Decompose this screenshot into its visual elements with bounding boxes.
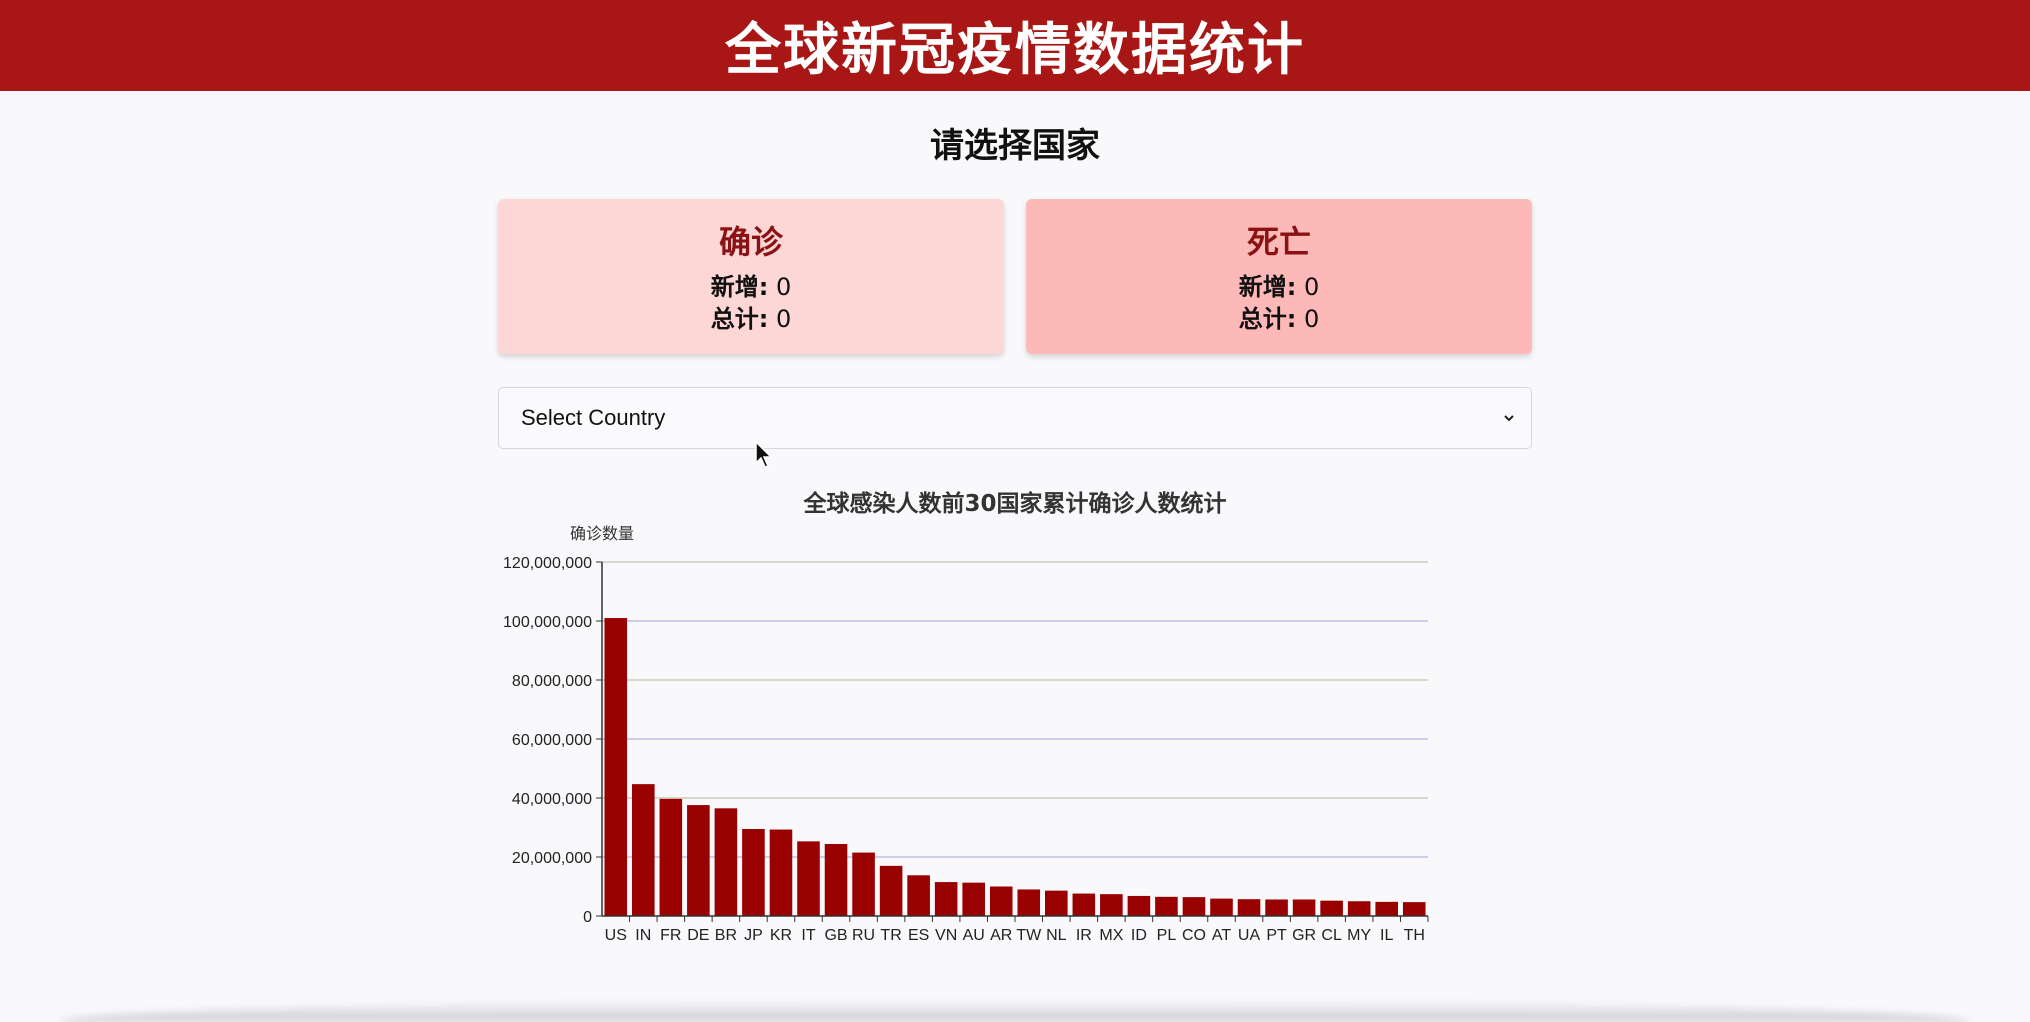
bar-in[interactable]	[632, 784, 655, 916]
confirmed-total-value: 0	[775, 305, 792, 333]
bar-gr[interactable]	[1292, 899, 1316, 916]
mouse-cursor-icon	[755, 441, 773, 468]
x-tick-label: FR	[660, 927, 681, 944]
select-country-heading: 请选择国家	[930, 126, 1100, 166]
bar-pl[interactable]	[1155, 896, 1178, 916]
deaths-new-label: 新增:	[1238, 273, 1297, 301]
page-header: 全球新冠疫情数据统计	[0, 0, 2030, 91]
deaths-card: 死亡 新增: 0 总计: 0	[1026, 199, 1532, 354]
bar-es[interactable]	[907, 875, 930, 916]
x-tick-label: CL	[1321, 927, 1342, 944]
x-tick-label: IT	[801, 927, 815, 944]
bar-nl[interactable]	[1045, 890, 1068, 916]
bar-th[interactable]	[1402, 902, 1426, 916]
deaths-card-title: 死亡	[1246, 223, 1311, 261]
bar-jp[interactable]	[742, 828, 765, 916]
bar-id[interactable]	[1127, 895, 1151, 916]
country-select-value: Select Country	[521, 405, 666, 430]
bar-tw[interactable]	[1017, 889, 1041, 916]
x-tick-label: PL	[1157, 927, 1177, 944]
bar-vn[interactable]	[934, 882, 958, 916]
y-tick-label: 120,000,000	[503, 555, 592, 572]
bar-co[interactable]	[1182, 897, 1206, 916]
bar-ar[interactable]	[989, 886, 1013, 917]
x-tick-label: GB	[824, 927, 847, 944]
page-title: 全球新冠疫情数据统计	[725, 18, 1305, 83]
confirmed-new-label: 新增:	[710, 273, 769, 301]
country-select[interactable]: Select Country	[498, 387, 1532, 449]
x-tick-label: GR	[1292, 927, 1316, 944]
bar-il[interactable]	[1375, 901, 1398, 916]
bar-pt[interactable]	[1265, 899, 1288, 916]
chart-title: 全球感染人数前30国家累计确诊人数统计	[803, 491, 1227, 517]
bar-ru[interactable]	[852, 852, 875, 916]
x-tick-label: UA	[1238, 927, 1261, 944]
x-tick-label: AR	[990, 927, 1012, 944]
bar-at[interactable]	[1210, 898, 1233, 916]
x-tick-label: IN	[635, 927, 651, 944]
x-tick-label: PT	[1266, 927, 1287, 944]
x-tick-label: ES	[908, 927, 929, 944]
x-tick-label: CO	[1182, 927, 1206, 944]
bar-fr[interactable]	[659, 798, 683, 916]
bar-my[interactable]	[1347, 901, 1371, 916]
y-tick-label: 40,000,000	[512, 791, 592, 808]
x-tick-label: DE	[687, 927, 709, 944]
deaths-new-value: 0	[1303, 273, 1320, 301]
bar-gb[interactable]	[824, 844, 848, 916]
confirmed-new-row: 新增: 0	[498, 271, 1004, 303]
y-axis-label: 确诊数量	[570, 524, 634, 543]
deaths-total-row: 总计: 0	[1026, 303, 1532, 335]
x-tick-label: AT	[1212, 927, 1231, 944]
x-tick-label: MY	[1347, 927, 1371, 944]
bottom-shadow	[60, 1000, 1970, 1022]
y-tick-label: 100,000,000	[503, 614, 592, 631]
x-tick-label: TH	[1404, 927, 1425, 944]
x-tick-label: US	[605, 927, 627, 944]
x-tick-label: KR	[770, 927, 792, 944]
x-tick-label: IR	[1076, 927, 1092, 944]
x-tick-label: TR	[880, 927, 901, 944]
confirmed-card: 确诊 新增: 0 总计: 0	[498, 199, 1004, 354]
bar-br[interactable]	[714, 808, 738, 916]
bar-kr[interactable]	[769, 829, 793, 916]
x-tick-label: NL	[1046, 927, 1067, 944]
x-tick-label: AU	[963, 927, 985, 944]
x-tick-label: RU	[852, 927, 875, 944]
deaths-total-value: 0	[1303, 305, 1320, 333]
bar-cl[interactable]	[1320, 900, 1343, 916]
confirmed-total-label: 总计:	[710, 305, 769, 333]
y-tick-label: 80,000,000	[512, 673, 592, 690]
chevron-down-icon	[1504, 415, 1514, 422]
bar-chart: 确诊数量 0 20,000,000 40,000,000 60,000,000 80,0…	[503, 524, 1429, 944]
bar-de[interactable]	[687, 805, 710, 916]
x-tick-label: BR	[715, 927, 737, 944]
y-tick-label: 0	[583, 909, 592, 926]
x-tick-label: JP	[744, 927, 763, 944]
bar-au[interactable]	[962, 882, 985, 916]
bar-mx[interactable]	[1100, 894, 1123, 916]
x-tick-label: IL	[1380, 927, 1393, 944]
deaths-new-row: 新增: 0	[1026, 271, 1532, 303]
x-tick-label: ID	[1131, 927, 1147, 944]
bar-ir[interactable]	[1072, 893, 1096, 916]
bar-ua[interactable]	[1237, 899, 1261, 916]
x-tick-label: TW	[1016, 927, 1042, 944]
bar-tr[interactable]	[879, 865, 903, 916]
deaths-total-label: 总计:	[1238, 305, 1297, 333]
y-tick-label: 20,000,000	[512, 850, 592, 867]
x-tick-label: VN	[935, 927, 957, 944]
confirmed-new-value: 0	[775, 273, 792, 301]
x-tick-label: MX	[1099, 927, 1123, 944]
bar-us[interactable]	[604, 618, 628, 916]
y-tick-label: 60,000,000	[512, 732, 592, 749]
confirmed-card-title: 确诊	[718, 223, 783, 261]
bar-it[interactable]	[797, 841, 820, 916]
confirmed-total-row: 总计: 0	[498, 303, 1004, 335]
